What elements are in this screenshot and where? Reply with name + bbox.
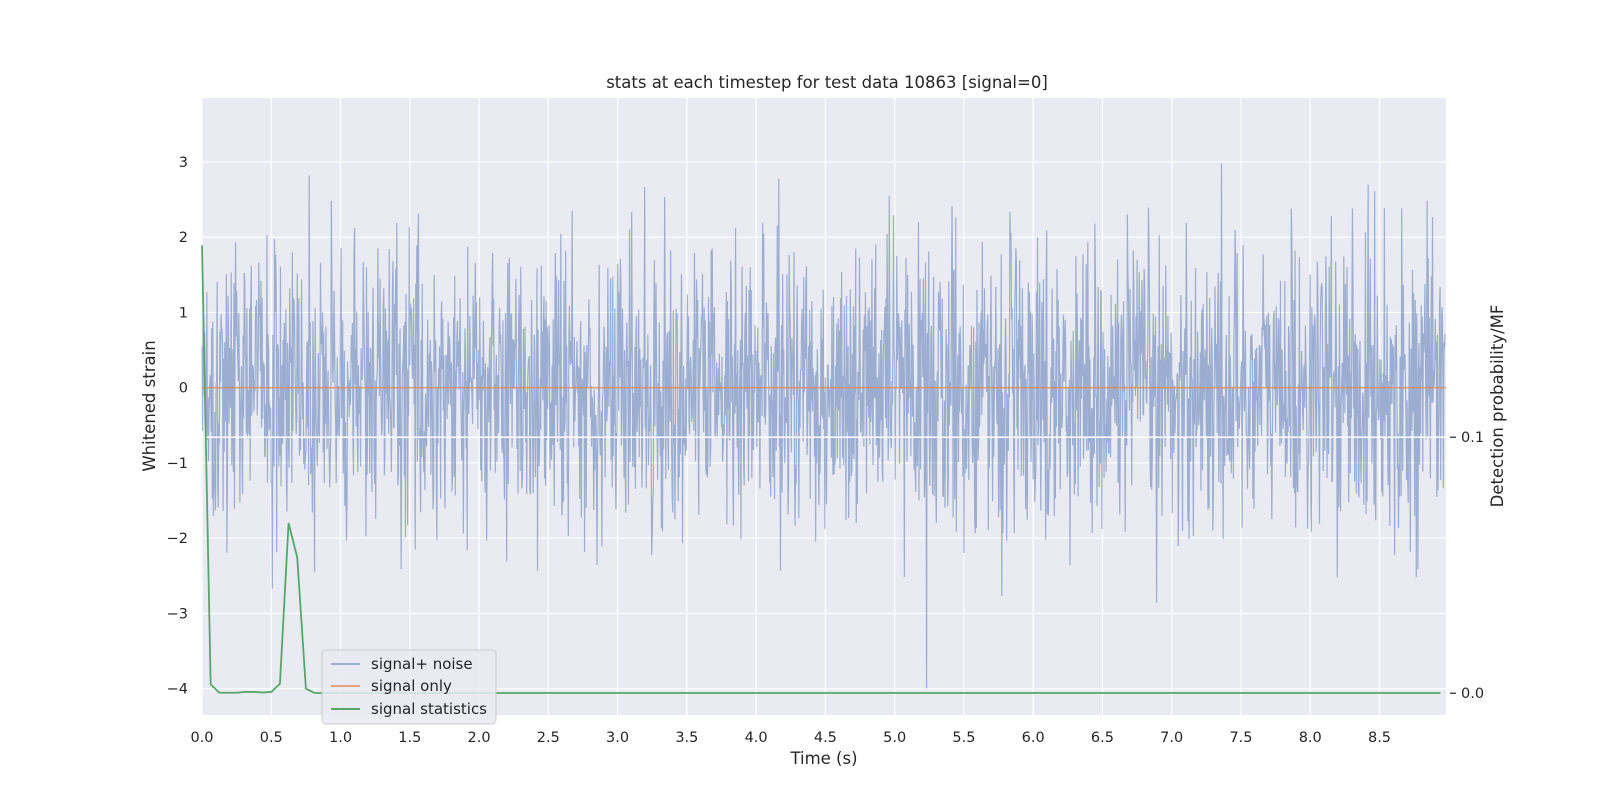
x-tick-label-12: 6.0 <box>1022 730 1045 746</box>
x-tick-label-15: 7.5 <box>1229 730 1252 746</box>
y-tick-label-3: −1 <box>167 456 188 472</box>
signal-statistics-series <box>201 245 1441 694</box>
y-tick-label-0: −4 <box>167 682 188 698</box>
signal-plus-noise-series <box>201 163 1446 689</box>
x-tick-label-10: 5.0 <box>883 730 906 746</box>
x-tick-label-14: 7.0 <box>1160 730 1183 746</box>
legend-label-stats: signal statistics <box>371 700 487 718</box>
x-axis-label: Time (s) <box>789 749 857 768</box>
y2-tick-label-1: 0.1 <box>1461 430 1484 446</box>
y2-axis-ticks: 0.0 0.1 <box>1450 430 1484 702</box>
legend-label-signal: signal only <box>371 677 452 695</box>
x-tick-label-17: 8.5 <box>1368 730 1391 746</box>
x-tick-label-13: 6.5 <box>1091 730 1114 746</box>
y-axis-label: Whitened strain <box>140 340 159 471</box>
y-tick-label-2: −2 <box>167 531 188 547</box>
x-tick-label-6: 3.0 <box>606 730 629 746</box>
y2-tick-label-0: 0.0 <box>1461 686 1484 702</box>
y-tick-label-6: 2 <box>179 230 188 246</box>
x-tick-label-4: 2.0 <box>468 730 491 746</box>
legend-label-noise: signal+ noise <box>371 655 473 673</box>
x-tick-label-5: 2.5 <box>537 730 560 746</box>
signal-statistics-line <box>201 245 1441 694</box>
y-tick-label-4: 0 <box>179 381 188 397</box>
y-axis-ticks: −4 −3 −2 −1 0 1 2 3 <box>167 155 188 698</box>
signal-plus-noise-line <box>201 163 1446 689</box>
legend: signal+ noise signal only signal statist… <box>321 649 497 725</box>
x-tick-label-16: 8.0 <box>1299 730 1322 746</box>
y2-axis-label: Detection probability/MF <box>1488 305 1507 508</box>
x-tick-label-2: 1.0 <box>329 730 352 746</box>
x-axis-ticks: 0.0 0.5 1.0 1.5 2.0 2.5 3.0 3.5 4.0 4.5 5.0 5.5 6.0 6… <box>190 730 1391 746</box>
chart-title: stats at each timestep for test data 108… <box>606 73 1048 92</box>
y-tick-label-5: 1 <box>179 305 188 321</box>
x-tick-label-9: 4.5 <box>814 730 837 746</box>
x-tick-label-8: 4.0 <box>745 730 768 746</box>
x-tick-label-0: 0.0 <box>190 730 213 746</box>
legend-box <box>321 649 497 725</box>
x-tick-label-7: 3.5 <box>675 730 698 746</box>
x-tick-label-11: 5.5 <box>952 730 975 746</box>
y-tick-label-7: 3 <box>179 155 188 171</box>
y-tick-label-1: −3 <box>167 606 188 622</box>
x-tick-label-1: 0.5 <box>260 730 283 746</box>
x-tick-label-3: 1.5 <box>398 730 421 746</box>
